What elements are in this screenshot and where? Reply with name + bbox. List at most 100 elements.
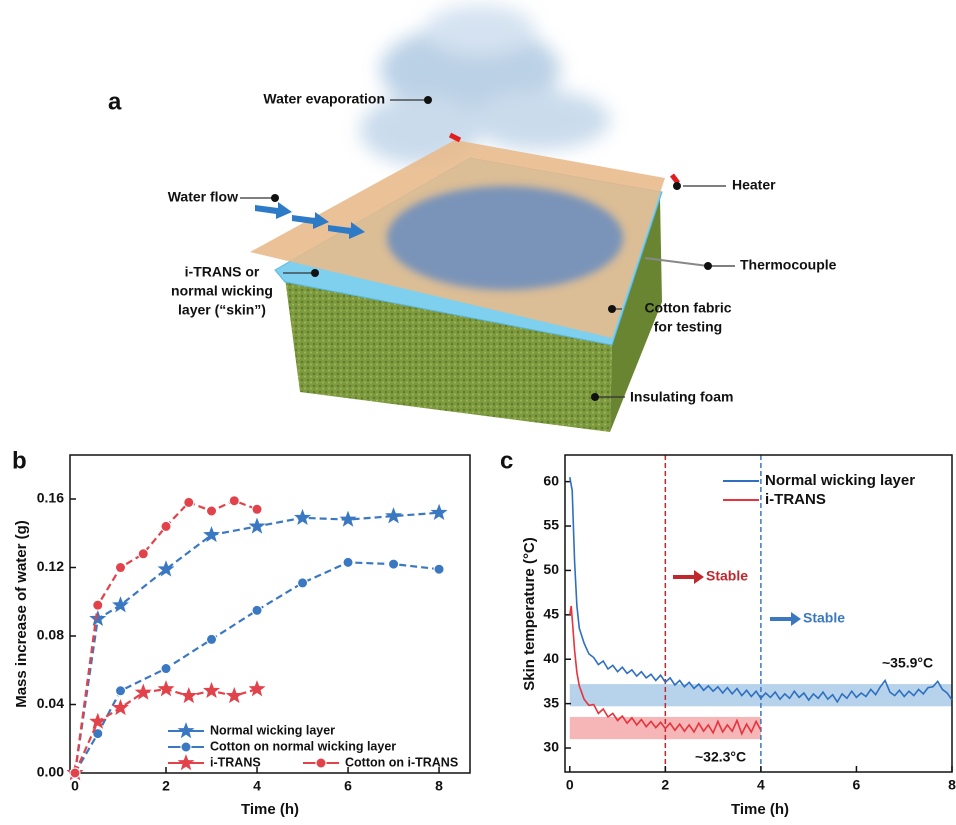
leader-dots (271, 96, 712, 401)
marker (157, 680, 175, 697)
marker (251, 503, 263, 515)
label: Water evaporation (263, 91, 385, 107)
flow-arrows (255, 202, 365, 239)
marker (206, 505, 218, 517)
annotation: ~32.3°C (695, 749, 746, 765)
x-tick-label: 2 (661, 777, 669, 793)
marker (203, 681, 221, 699)
y-tick-label: 55 (543, 517, 559, 533)
marker (112, 596, 129, 613)
marker (206, 633, 218, 645)
label: normal wicking (171, 283, 273, 299)
marker (160, 520, 172, 532)
label: layer (“skin”) (178, 302, 266, 318)
marker (294, 508, 312, 526)
legend-label: Cotton on i-TRANS (345, 755, 458, 769)
plot-frame (69, 454, 471, 774)
marker (225, 686, 243, 704)
y-tick-label: 50 (543, 561, 559, 577)
legend-label: Normal wicking layer (210, 723, 335, 737)
marker (388, 558, 400, 570)
marker (89, 609, 107, 627)
foam-front (285, 278, 612, 432)
arrow (673, 570, 704, 584)
marker (180, 741, 192, 753)
annotation: ~35.9°C (882, 655, 933, 671)
marker (137, 548, 149, 560)
y-tick-label: 0.04 (37, 695, 64, 711)
label: Water flow (168, 189, 238, 205)
marker (297, 577, 309, 589)
marker (385, 507, 403, 524)
x-tick-label: 4 (757, 777, 765, 793)
marker (203, 526, 221, 543)
legend-label: Normal wicking layer (765, 472, 915, 489)
diagram: a Water evaporation Water flow Heater Th… (108, 5, 837, 432)
marker (180, 686, 198, 704)
thermocouple-wire (644, 257, 709, 267)
y-tick-label: 45 (543, 606, 559, 622)
marker (342, 556, 354, 568)
label: for testing (654, 319, 722, 335)
marker (177, 722, 195, 739)
legend-label: i-TRANS (210, 755, 261, 769)
marker (228, 495, 240, 507)
series-line (569, 605, 762, 736)
plot-frame (564, 454, 953, 773)
marker (430, 503, 448, 520)
y-tick-label: 40 (543, 650, 559, 666)
x-tick-label: 0 (71, 778, 79, 794)
marker (92, 599, 104, 611)
y-tick-label: 0.12 (37, 558, 64, 574)
marker (251, 604, 263, 616)
y-axis-title: Mass increase of water (g) (13, 520, 30, 708)
y-tick-label: 0.16 (37, 490, 64, 506)
y-tick-label: 0.00 (37, 764, 64, 780)
x-tick-label: 6 (853, 777, 861, 793)
series-line (73, 511, 440, 774)
label: Insulating foam (630, 389, 733, 405)
marker (248, 517, 266, 534)
y-tick-label: 0.08 (37, 627, 64, 643)
legend-label: Cotton on normal wicking layer (210, 739, 396, 753)
label: Thermocouple (740, 257, 837, 273)
marker (89, 712, 107, 729)
marker (315, 757, 327, 769)
marker (134, 683, 152, 700)
panel-label: a (108, 88, 122, 115)
wet-area (387, 186, 623, 290)
label: Cotton fabric (644, 300, 731, 316)
label: Heater (732, 177, 776, 193)
panel-label: c (500, 447, 513, 474)
foam-side (610, 198, 662, 432)
series-line (569, 477, 953, 704)
marker (248, 680, 266, 697)
vapor-cloud (360, 5, 610, 165)
marker (160, 663, 172, 675)
marker (157, 560, 175, 577)
annotation: Stable (803, 610, 845, 626)
legend-label: i-TRANS (765, 491, 826, 508)
marker (177, 754, 195, 771)
arrow (770, 612, 801, 626)
marker (92, 728, 104, 740)
marker (433, 563, 445, 575)
panel-label: b (12, 447, 27, 474)
x-axis-title: Time (h) (241, 801, 299, 818)
x-tick-label: 6 (344, 778, 352, 794)
x-axis-title: Time (h) (731, 801, 789, 818)
x-tick-label: 8 (435, 778, 443, 794)
x-tick-label: 2 (162, 778, 170, 794)
heater-lead (670, 173, 680, 185)
y-tick-label: 60 (543, 472, 559, 488)
marker (115, 685, 127, 697)
marker (112, 698, 129, 716)
x-tick-label: 4 (253, 778, 261, 794)
marker (69, 767, 81, 779)
x-tick-label: 0 (566, 777, 574, 793)
series-line (74, 561, 440, 774)
y-axis-title: Skin temperature (°C) (521, 537, 538, 691)
marker (115, 562, 127, 574)
heater-lead (448, 132, 462, 143)
